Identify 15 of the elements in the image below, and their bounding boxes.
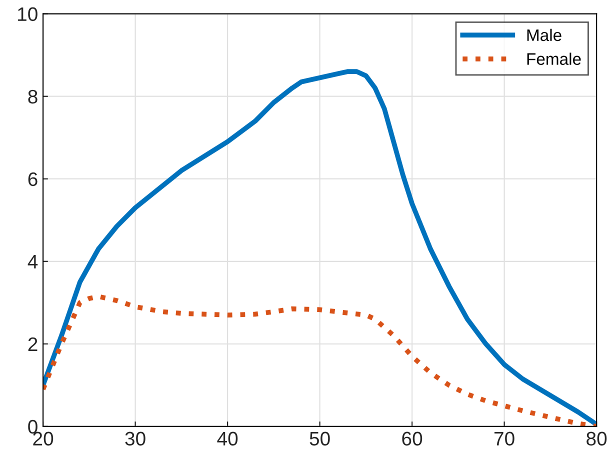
x-tick-label: 70 [494, 432, 514, 446]
x-tick-label: 20 [33, 432, 54, 446]
x-tick-label: 50 [310, 432, 330, 446]
y-tick-label: 4 [28, 255, 38, 268]
legend-label: Male [527, 28, 562, 42]
x-tick-label: 30 [125, 432, 146, 446]
y-tick-label: 6 [28, 172, 38, 186]
x-tick-label: 60 [402, 432, 422, 446]
y-tick-label: 8 [28, 90, 38, 104]
y-tick-label: 10 [18, 7, 38, 22]
x-tick-label: 80 [586, 432, 607, 446]
legend-label: Female [527, 52, 581, 65]
x-tick-label: 40 [217, 432, 238, 446]
y-tick-label: 0 [28, 420, 38, 434]
y-tick-label: 2 [28, 337, 38, 351]
